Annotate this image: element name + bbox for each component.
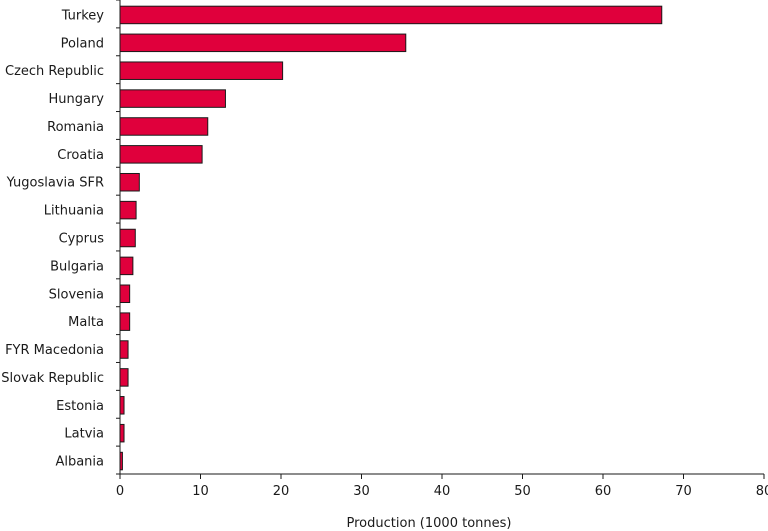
bars-group (119, 5, 663, 471)
bar-poland (119, 33, 407, 53)
bar-lithuania (119, 200, 137, 220)
x-tick-label: 80 (756, 484, 768, 499)
category-label: Slovak Republic (1, 371, 104, 386)
category-label: Yugoslavia SFR (6, 176, 104, 191)
category-label: Lithuania (44, 204, 104, 219)
category-label: Latvia (64, 427, 104, 442)
bar-fyr-macedonia (119, 340, 129, 359)
x-tick-label: 30 (353, 484, 370, 499)
x-tick-label: 10 (192, 484, 209, 499)
bar-malta (119, 312, 131, 331)
bar-croatia (119, 145, 203, 164)
x-tick-label: 0 (116, 484, 124, 499)
bar-slovak-republic (119, 368, 129, 387)
category-label: Hungary (48, 92, 104, 107)
bar-czech-republic (119, 61, 284, 80)
x-tick-label: 50 (514, 484, 531, 499)
bar-cyprus (119, 228, 136, 248)
category-label: Romania (47, 120, 104, 135)
category-label: FYR Macedonia (5, 343, 104, 358)
category-label: Malta (68, 315, 104, 330)
bar-latvia (119, 423, 125, 443)
category-label: Estonia (56, 399, 104, 414)
category-label: Cyprus (59, 232, 105, 247)
category-label: Slovenia (49, 287, 104, 302)
bar-yugoslavia-sfr (119, 172, 140, 192)
axes-group (116, 0, 764, 475)
bar-estonia (119, 396, 125, 415)
x-tick-label: 60 (595, 484, 612, 499)
bar-turkey (119, 5, 663, 25)
x-axis-title: Production (1000 tonnes) (347, 516, 512, 531)
category-label: Poland (61, 36, 104, 51)
bar-romania (119, 117, 209, 136)
category-label: Albania (55, 455, 104, 470)
category-label: Czech Republic (5, 64, 104, 79)
category-label: Croatia (57, 148, 104, 163)
bar-slovenia (119, 284, 131, 304)
category-labels: Turkey Poland Czech Republic Hungary Romania… (1, 8, 104, 469)
bar-bulgaria (119, 256, 134, 276)
x-ticks: 0 10 20 30 40 50 60 70 80 (116, 474, 768, 499)
x-tick-label: 70 (675, 484, 692, 499)
x-tick-label: 40 (434, 484, 451, 499)
category-label: Turkey (61, 8, 105, 23)
category-label: Bulgaria (50, 259, 104, 274)
bar-hungary (119, 89, 226, 108)
x-tick-label: 20 (273, 484, 290, 499)
